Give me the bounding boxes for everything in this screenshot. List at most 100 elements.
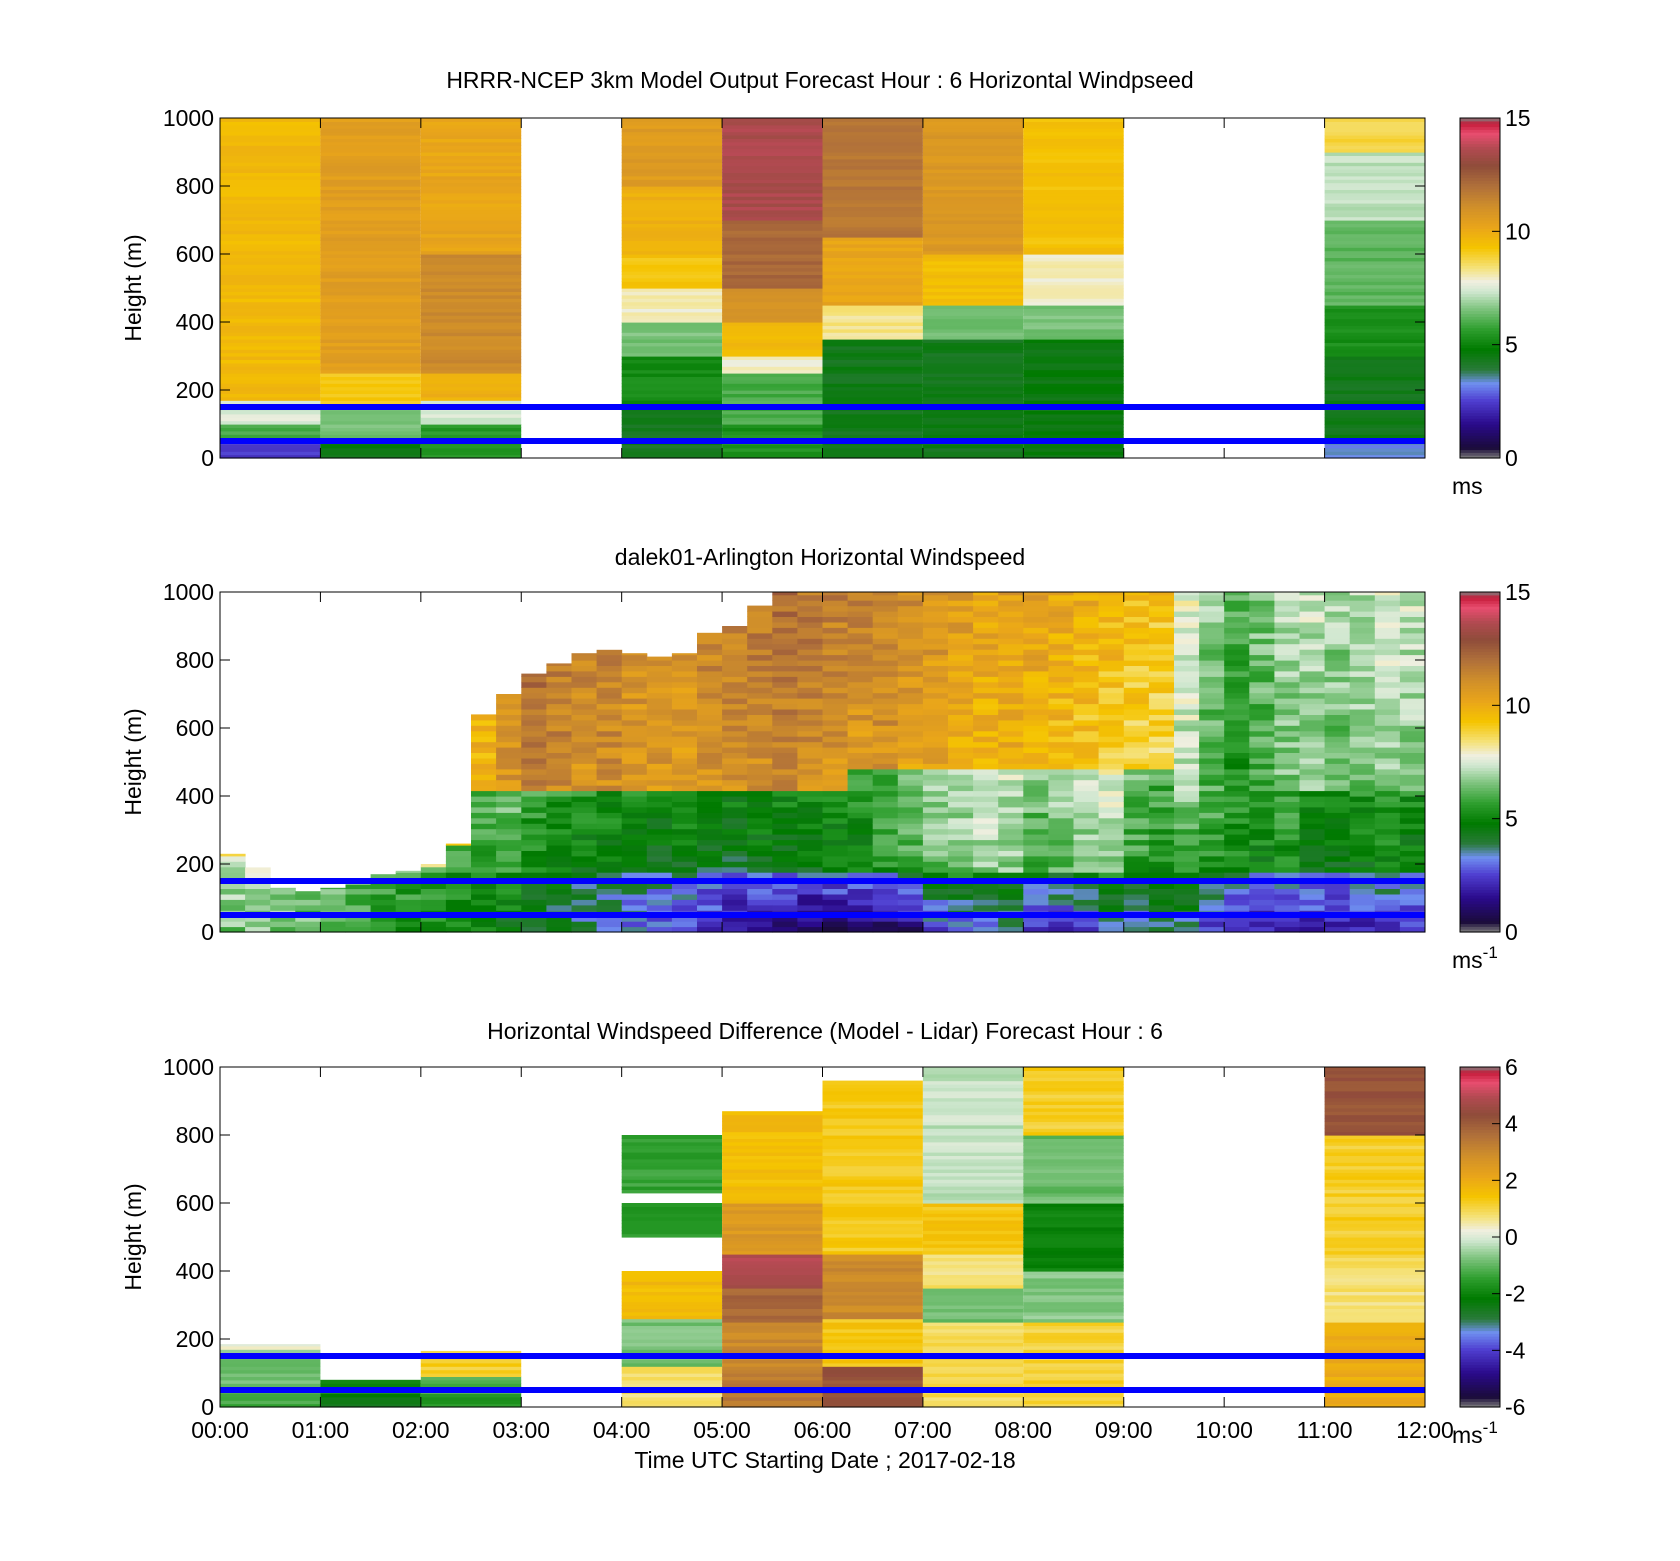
panel-lidar-colorbar-segment	[1460, 835, 1500, 840]
panel-lidar-cell	[220, 915, 246, 922]
panel-lidar-cell	[1098, 687, 1125, 694]
panel-difference-cell	[1324, 1209, 1425, 1214]
panel-lidar-cell	[370, 915, 397, 922]
panel-lidar-cell	[822, 725, 849, 732]
panel-lidar-cell	[1399, 779, 1426, 786]
panel-lidar-cell	[596, 654, 623, 661]
panel-lidar-cell	[722, 665, 748, 672]
panel-lidar-cell	[1224, 850, 1250, 857]
panel-difference-cell	[1023, 1213, 1124, 1218]
panel-lidar-cell	[973, 757, 999, 764]
panel-lidar-cell	[772, 616, 798, 623]
panel-lidar-cell	[973, 785, 999, 792]
panel-difference-cell	[1023, 1311, 1124, 1316]
panel-model-cell	[1023, 189, 1124, 194]
panel-model-cell	[1023, 359, 1124, 364]
panel-model-cell	[922, 451, 1024, 456]
panel-lidar-cell	[998, 627, 1024, 634]
panel-model-cell	[621, 325, 723, 330]
panel-lidar-cell	[1374, 725, 1401, 732]
panel-lidar-cell	[1098, 736, 1125, 743]
panel-model-cell	[420, 352, 522, 357]
panel-model-colorbar-segment	[1460, 370, 1500, 374]
panel-model-cell	[1023, 260, 1124, 265]
panel-lidar-cell	[1249, 883, 1275, 889]
panel-lidar-cell	[1249, 632, 1275, 639]
panel-lidar-cell	[1048, 616, 1074, 623]
panel-lidar-cell	[1174, 660, 1200, 666]
panel-lidar-cell	[1224, 660, 1250, 666]
panel-lidar-cell	[772, 649, 798, 656]
panel-lidar-cell	[697, 850, 723, 857]
panel-model-cell	[320, 451, 421, 456]
panel-model-cell	[722, 322, 823, 326]
panel-model-colorbar-segment	[1460, 245, 1500, 249]
panel-lidar-cell	[1349, 665, 1376, 672]
panel-difference-cell	[621, 1328, 723, 1333]
panel-lidar-cell	[1224, 725, 1250, 732]
panel-lidar-cell	[1324, 747, 1351, 753]
panel-difference-cell	[922, 1284, 1024, 1289]
panel-model-cell	[922, 386, 1024, 391]
panel-lidar-cell	[445, 899, 472, 906]
panel-lidar-cell	[772, 681, 798, 688]
panel-model-cell	[320, 237, 421, 241]
panel-lidar-cell	[772, 801, 798, 808]
panel-difference-cell	[822, 1226, 923, 1231]
panel-lidar-cell	[797, 806, 823, 813]
panel-lidar-cell	[571, 714, 598, 721]
panel-model-cell	[621, 454, 723, 459]
panel-lidar-cell	[496, 768, 522, 775]
panel-lidar-cell	[772, 670, 798, 677]
panel-lidar-cell	[697, 747, 723, 753]
panel-lidar-cell	[897, 611, 924, 617]
panel-model-cell	[922, 230, 1024, 235]
panel-lidar-colorbar-segment	[1460, 651, 1500, 655]
panel-lidar-cell	[1374, 806, 1401, 813]
panel-difference-cell	[1324, 1175, 1425, 1180]
panel-lidar-cell	[998, 872, 1024, 879]
panel-lidar-cell	[1174, 600, 1200, 607]
panel-lidar-cell	[847, 627, 874, 634]
panel-lidar-cell	[1324, 698, 1351, 705]
panel-lidar-cell	[1048, 904, 1074, 911]
panel-lidar-cell	[1349, 855, 1376, 862]
panel-lidar-cell	[1374, 714, 1401, 721]
panel-difference-reference-lines	[220, 1353, 1425, 1393]
panel-lidar-cell	[772, 839, 798, 846]
panel-model-colorbar-segment	[1460, 225, 1500, 230]
panel-model-cell	[722, 424, 823, 428]
panel-lidar-cell	[521, 757, 547, 764]
panel-lidar-cell	[1274, 600, 1300, 607]
panel-lidar-colorbar-segment	[1460, 648, 1500, 653]
panel-difference-colorbar-segment	[1460, 1307, 1500, 1312]
panel-model-cell	[220, 165, 321, 170]
panel-lidar-cell	[897, 660, 924, 666]
panel-lidar-cell	[722, 866, 748, 873]
panel-lidar-cell	[872, 850, 899, 857]
panel-lidar-cell	[897, 779, 924, 786]
panel-difference-cell	[420, 1373, 522, 1377]
panel-lidar-cell	[797, 594, 823, 601]
panel-difference-cell	[822, 1237, 923, 1241]
panel-difference-cell	[621, 1148, 723, 1153]
panel-lidar-cell	[973, 774, 999, 781]
panel-model-colorbar-segment	[1460, 271, 1500, 275]
panel-model-cell	[1324, 328, 1425, 333]
panel-model-cell	[922, 342, 1024, 347]
panel-model-cell	[922, 325, 1024, 330]
panel-lidar-cell	[1174, 850, 1200, 857]
panel-model-colorbar-segment	[1460, 157, 1500, 162]
panel-difference-cell	[822, 1359, 923, 1364]
panel-model-cell	[320, 162, 421, 167]
panel-model-cell	[922, 417, 1024, 422]
panel-lidar-cell	[1073, 888, 1100, 895]
panel-lidar-cell	[847, 741, 874, 748]
panel-lidar-cell	[973, 660, 999, 666]
panel-model-cell	[420, 454, 522, 459]
panel-lidar-cell	[1098, 600, 1125, 607]
panel-model-cell	[621, 148, 723, 153]
panel-lidar-cell	[822, 719, 849, 726]
panel-model-cell	[922, 301, 1024, 306]
panel-difference-colorbar-segment	[1460, 1293, 1500, 1298]
